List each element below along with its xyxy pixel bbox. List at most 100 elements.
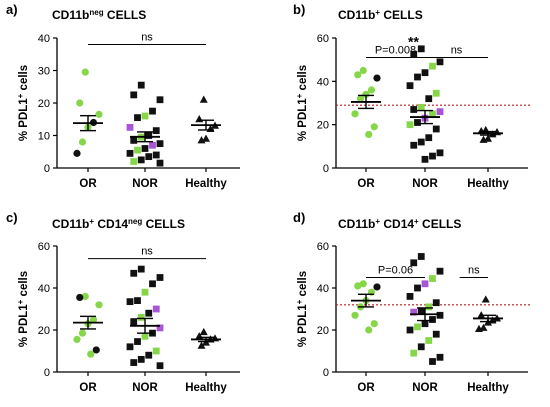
panel-title: CD11b+ CELLS: [338, 8, 423, 23]
data-point: [145, 132, 153, 139]
data-point: [475, 324, 483, 332]
data-point: [145, 351, 153, 359]
significance-label: P=0.008: [375, 45, 416, 57]
panel-label: a): [6, 2, 18, 17]
data-point: [436, 58, 444, 66]
data-point: [95, 301, 103, 309]
x-category-label: OR: [357, 382, 375, 394]
data-point: [152, 151, 160, 159]
y-tick-label: 30: [38, 66, 50, 78]
data-point: [95, 110, 103, 118]
data-point: [137, 265, 145, 273]
data-point: [436, 353, 444, 361]
mean-sem-bar: [410, 307, 440, 322]
y-tick-label: 40: [317, 76, 329, 88]
data-point: [73, 335, 81, 344]
data-point: [156, 159, 164, 167]
mean-sem-bar: [73, 315, 103, 330]
data-point: [417, 307, 425, 315]
panel-b: b) CD11b+ CELLS % PDL1+ cells 0 20 40 60 OR NOR H…: [293, 2, 532, 190]
mean-sem-bar: [351, 293, 381, 308]
data-point: [429, 358, 436, 365]
data-point: [429, 62, 436, 70]
y-tick-label: 20: [317, 120, 329, 132]
significance-label: ns: [141, 246, 153, 258]
data-point: [156, 140, 164, 148]
y-tick-label: 60: [38, 241, 50, 253]
data-point: [417, 103, 425, 111]
mean-sem-bar: [130, 131, 160, 143]
data-point: [367, 86, 376, 94]
data-point: [141, 288, 149, 296]
data-point: [410, 106, 418, 113]
data-point: [134, 297, 141, 304]
data-point: [484, 134, 492, 142]
data-point: [410, 50, 418, 58]
data-point: [373, 74, 381, 82]
data-point: [370, 123, 378, 131]
data-point: [197, 341, 206, 349]
data-point: [145, 309, 153, 317]
data-point: [73, 149, 81, 157]
data-point: [134, 146, 141, 154]
y-tick-label: 20: [317, 325, 329, 337]
data-point: [410, 259, 418, 267]
data-point: [432, 299, 440, 307]
data-point: [81, 292, 89, 300]
x-category-label: Healthy: [467, 178, 509, 190]
mean-sem-bar: [73, 114, 103, 132]
y-tick-label: 40: [38, 33, 50, 45]
data-point: [152, 347, 160, 355]
data-point: [417, 343, 425, 351]
y-tick-label: 40: [38, 283, 50, 295]
data-point: [417, 45, 425, 53]
panel-title: CD11b+ CD14+ CELLS: [338, 217, 461, 232]
data-point: [436, 108, 444, 116]
data-point: [126, 149, 134, 157]
data-point: [87, 350, 95, 358]
panel-title: CD11bneg CELLS: [52, 8, 146, 23]
data-point: [137, 314, 145, 321]
data-point: [362, 90, 370, 98]
data-point: [414, 284, 421, 292]
data-point: [130, 158, 138, 165]
data-point: [152, 305, 160, 313]
mean-sem-bar: [473, 314, 503, 323]
x-category-label: OR: [357, 178, 375, 190]
mean-sem-bar: [473, 130, 503, 136]
mean-sem-bar: [410, 109, 440, 125]
panel-title: CD11b+ CD14neg CELLS: [52, 217, 185, 232]
data-point: [414, 73, 421, 81]
data-point: [410, 308, 418, 316]
x-category-label: Healthy: [467, 382, 509, 394]
x-category-label: NOR: [412, 178, 438, 190]
data-point: [425, 303, 433, 311]
panel-d: d) CD11b+ CD14+ CELLS % PDL1+ cells 0 20 40 60…: [293, 210, 532, 394]
data-point: [479, 323, 488, 331]
data-point: [141, 332, 149, 340]
panel-a: a) CD11bneg CELLS % PDL1+ cells 0 10 20 30 40 OR…: [6, 2, 240, 190]
data-point: [365, 130, 373, 139]
y-axis-label: % PDL1+ cells: [295, 271, 310, 347]
data-point: [425, 134, 433, 142]
data-point: [78, 138, 87, 146]
data-point: [429, 275, 436, 282]
data-point: [432, 125, 440, 133]
data-point: [410, 349, 418, 357]
data-point: [354, 282, 362, 290]
panel-label: c): [6, 210, 18, 225]
data-point: [421, 320, 429, 328]
data-point: [126, 298, 134, 306]
data-point: [421, 280, 429, 288]
data-point: [351, 110, 359, 118]
data-point: [425, 95, 433, 103]
data-point: [477, 126, 486, 135]
data-point: [429, 152, 436, 160]
data-point: [406, 326, 414, 334]
significance-label: ns: [468, 265, 480, 277]
data-point: [351, 311, 359, 319]
data-point: [425, 337, 433, 344]
data-point: [197, 136, 206, 144]
data-point: [414, 323, 421, 331]
